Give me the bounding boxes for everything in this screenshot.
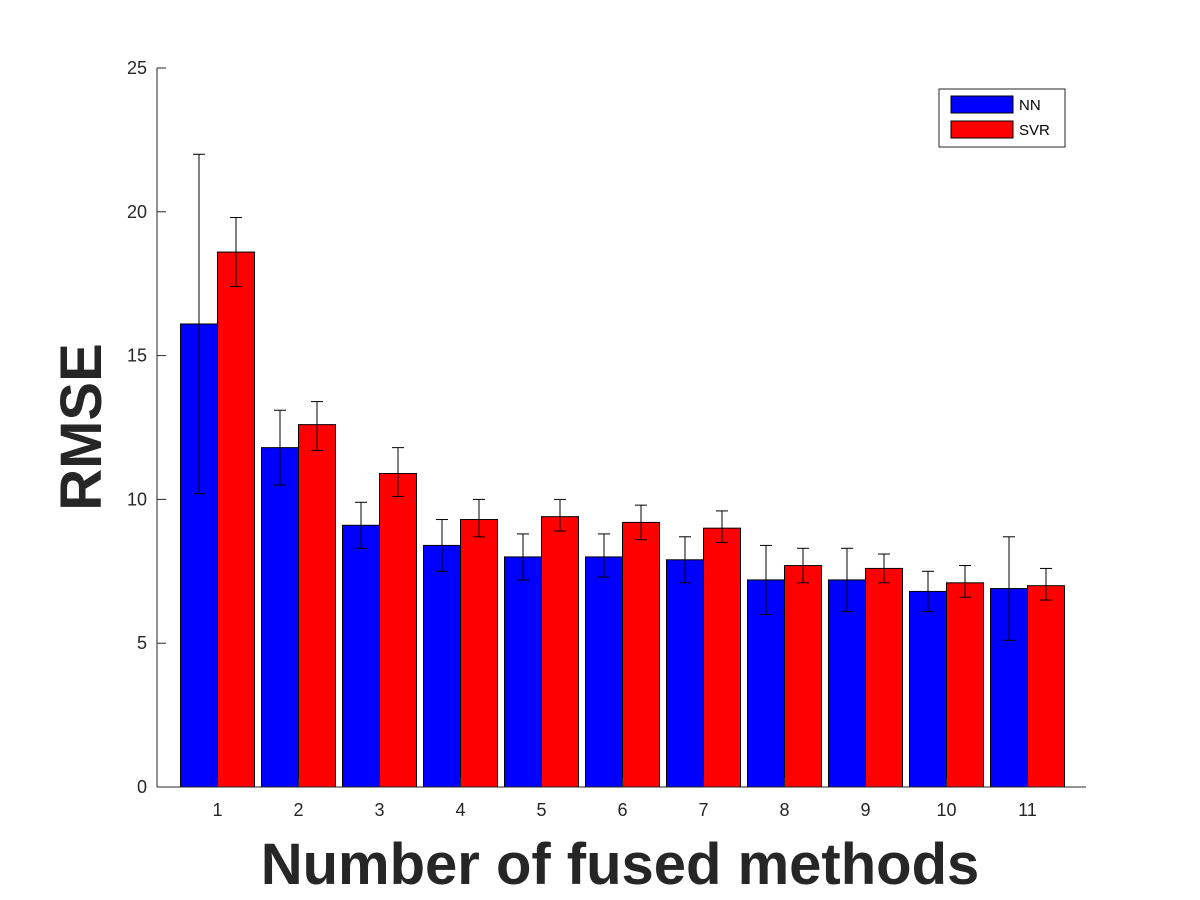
y-tick-label: 15 xyxy=(127,346,147,366)
bar-nn xyxy=(504,556,542,788)
bars-group xyxy=(180,251,1065,788)
bar-svr xyxy=(622,521,660,788)
y-tick-label: 20 xyxy=(127,202,147,222)
legend-label-nn: NN xyxy=(1019,97,1041,114)
legend-label-svr: SVR xyxy=(1019,122,1050,139)
bar-nn xyxy=(909,590,947,788)
bar-svr xyxy=(217,251,255,788)
x-tick-label: 8 xyxy=(779,800,789,820)
x-tick-label: 7 xyxy=(698,800,708,820)
axes-group xyxy=(156,67,1086,788)
y-tick-label: 0 xyxy=(137,777,147,797)
bar-nn xyxy=(585,556,623,788)
bar-svr xyxy=(703,527,741,788)
bar-svr xyxy=(865,567,903,788)
bar-svr xyxy=(298,424,336,788)
bar-nn xyxy=(423,544,461,788)
x-tick-label: 6 xyxy=(617,800,627,820)
x-tick-label: 5 xyxy=(536,800,546,820)
bar-nn xyxy=(261,447,299,788)
legend: NN SVR xyxy=(938,88,1066,148)
x-tick-label: 11 xyxy=(1018,800,1037,820)
tick-labels-group: 0 5 10 15 20 25 1 2 3 4 5 6 7 8 9 10 11 xyxy=(127,58,1037,820)
bar-nn xyxy=(342,524,380,788)
bar-svr xyxy=(1027,585,1065,788)
y-axis-title: RMSE xyxy=(49,343,114,511)
y-tick-label: 25 xyxy=(127,58,147,78)
x-tick-label: 2 xyxy=(293,800,303,820)
legend-swatch-svr xyxy=(950,120,1014,139)
legend-swatch-nn xyxy=(950,95,1014,114)
bar-svr xyxy=(784,565,822,788)
x-axis-title: Number of fused methods xyxy=(261,832,980,897)
x-tick-label: 10 xyxy=(936,800,956,820)
y-tick-label: 10 xyxy=(127,489,147,509)
y-tick-label: 5 xyxy=(137,633,147,653)
x-tick-label: 4 xyxy=(455,800,465,820)
error-bars-group xyxy=(193,153,1052,641)
bar-svr xyxy=(379,473,417,788)
x-tick-label: 1 xyxy=(212,800,222,820)
x-tick-label: 9 xyxy=(860,800,870,820)
x-tick-label: 3 xyxy=(374,800,384,820)
bar-svr xyxy=(946,582,984,788)
bar-nn xyxy=(666,559,704,788)
bar-svr xyxy=(541,516,579,788)
bar-svr xyxy=(460,519,498,788)
